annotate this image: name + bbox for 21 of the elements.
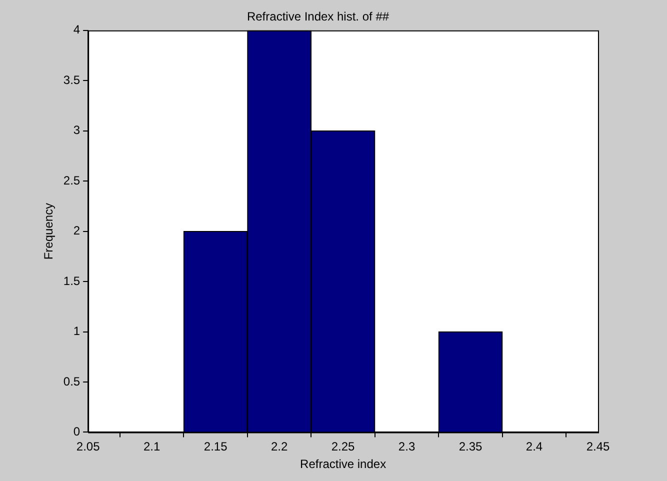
x-tick-label: 2.05	[76, 440, 100, 454]
x-tick-label: 2.1	[143, 440, 160, 454]
y-tick-label: 3	[73, 123, 80, 138]
x-tick-label: 2.15	[204, 440, 228, 454]
x-tick-label: 2.2	[270, 440, 288, 454]
y-tick-label: 4	[73, 22, 80, 37]
y-tick-label: 1	[73, 324, 80, 338]
x-tick-label: 2.45	[586, 440, 610, 454]
x-tick-label: 2.35	[458, 440, 483, 454]
y-tick-label: 0	[73, 424, 80, 439]
chart-title: Refractive Index hist. of ##	[246, 10, 390, 24]
y-tick-label: 2.5	[63, 173, 80, 188]
y-tick-label: 2	[73, 224, 80, 238]
y-tick-label: 1.5	[63, 274, 80, 288]
y-tick-label: 3.5	[63, 72, 80, 87]
x-tick-label: 2.4	[526, 440, 543, 454]
y-tick-label: 0.5	[63, 374, 80, 388]
x-tick-label: 2.25	[331, 440, 356, 454]
x-tick-label: 2.3	[398, 440, 416, 454]
x-axis-title: Refractive index	[300, 457, 386, 472]
y-axis-title: Frequency	[42, 202, 56, 260]
